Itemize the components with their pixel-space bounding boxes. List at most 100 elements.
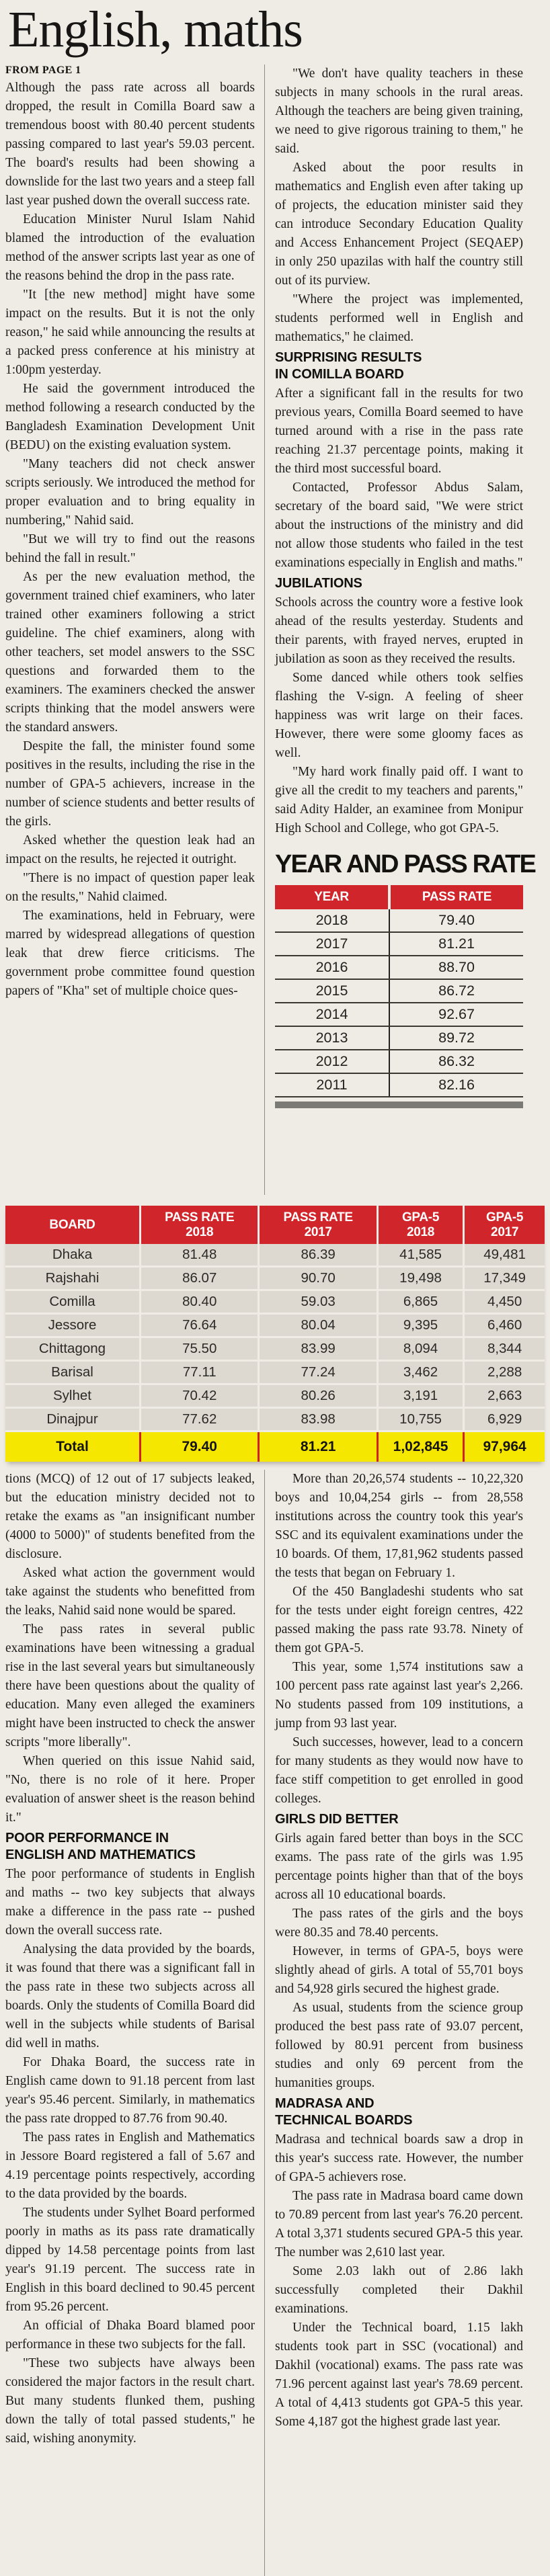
table-cell: 82.16 [389,1073,523,1097]
paragraph: "Many teachers did not check answer scri… [5,456,255,528]
table-row: Rajshahi 86.07 90.70 19,498 17,349 [5,1266,545,1291]
paragraph: Education Minister Nurul Islam Nahid bla… [5,212,255,283]
table-cell: 76.64 [139,1313,259,1338]
table-row: YEAR PASS RATE [275,884,523,909]
board-results-block: BOARD PASS RATE 2018 PASS RATE 2017 GPA-5 2… [5,1205,545,1462]
paragraph: The pass rate in Madrasa board came down… [275,2188,523,2259]
table-cell: 59.03 [258,1290,378,1315]
table-cell: PASS RATE 2018 [139,1205,259,1244]
table-cell: 8,094 [376,1337,464,1362]
table-cell: 80.26 [258,1384,378,1409]
table-cell: 81.21 [258,1431,378,1462]
table-cell: 2,288 [463,1360,545,1385]
table-cell: Total [5,1431,141,1462]
table-cell: 81.21 [389,931,523,956]
table-cell: 86.07 [139,1266,259,1291]
table-cell: 77.11 [139,1360,259,1385]
table-row: 2016 88.70 [275,955,523,980]
board-results-table: BOARD PASS RATE 2018 PASS RATE 2017 GPA-5 2… [5,1205,545,1462]
paragraph: The students under Sylhet Board performe… [5,2205,255,2314]
table-row: Sylhet 70.42 80.26 3,191 2,663 [5,1384,545,1409]
table-cell: 83.98 [258,1407,378,1432]
paragraph-list: More than 20,26,574 students -- 10,22,32… [275,1470,523,2432]
table-cell: 3,462 [376,1360,464,1385]
table-cell: Barisal [5,1360,141,1385]
table-cell: 70.42 [139,1384,259,1409]
paragraph: Despite the fall, the minister found som… [5,739,255,829]
table-row: 2013 89.72 [275,1026,523,1050]
table-row: BOARD PASS RATE 2018 PASS RATE 2017 GPA-5 2… [5,1205,545,1244]
paragraph: For Dhaka Board, the success rate in Eng… [5,2054,255,2126]
paragraph: "But we will try to find out the reasons… [5,532,255,565]
table-cell: 10,755 [376,1407,464,1432]
article-column-right: More than 20,26,574 students -- 10,22,32… [264,1469,523,2576]
paragraph: However, in terms of GPA-5, boys were sl… [275,1944,523,1996]
paragraph: Although the pass rate across all boards… [5,80,255,208]
section-heading: JUBILATIONS [275,575,362,591]
paragraph: The examinations, held in February, were… [5,908,255,998]
table-row: 2012 86.32 [275,1049,523,1074]
paragraph: As per the new evaluation method, the go… [5,569,255,735]
paragraph: "These two subjects have always been con… [5,2356,255,2446]
table-cell: Chittagong [5,1337,141,1362]
table-cell: 2018 [275,909,391,933]
paragraph: This year, some 1,574 institutions saw a… [275,1659,523,1731]
paragraph: Girls again fared better than boys in th… [275,1831,523,1902]
table-row: Total 79.40 81.21 1,02,845 97,964 [5,1431,545,1462]
paragraph-list: Although the pass rate across all boards… [5,79,255,1001]
table-cell: 89.72 [389,1026,523,1050]
table-cell: 92.67 [389,1002,523,1027]
section-heading: GIRLS DID BETTER [275,1811,399,1827]
year-pass-rate-table: YEAR PASS RATE 2018 79.40 2017 81.21 2016 88.7… [275,884,523,1097]
table-cell: 3,191 [376,1384,464,1409]
paragraph: "My hard work finally paid off. I want t… [275,764,523,835]
article-section-bottom: tions (MCQ) of 12 out of 17 subjects lea… [5,1469,545,2576]
table-cell: 86.72 [389,979,523,1003]
table-cell: Jessore [5,1313,141,1338]
table-cell: 77.62 [139,1407,259,1432]
table-cell: 80.40 [139,1290,259,1315]
table-cell: GPA-5 2018 [376,1205,464,1244]
board-table-body: Dhaka 81.48 86.39 41,585 49,481 Rajshahi 86.07… [5,1243,545,1432]
table-cell: 2,663 [463,1384,545,1409]
paragraph: Under the Technical board, 1.15 lakh stu… [275,2320,523,2429]
table-cell: 4,450 [463,1290,545,1315]
paragraph: tions (MCQ) of 12 out of 17 subjects lea… [5,1471,255,1561]
table-cell: 86.39 [258,1243,378,1268]
article-column-left: tions (MCQ) of 12 out of 17 subjects lea… [5,1470,264,2576]
table-row: 2018 79.40 [275,909,523,933]
paragraph: Some 2.03 lakh out of 2.86 lakh successf… [275,2263,523,2316]
paragraph: Asked about the poor results in mathemat… [275,160,523,288]
table-cell: PASS RATE [389,884,523,909]
table-cell: 2013 [275,1026,391,1050]
table-row: 2014 92.67 [275,1002,523,1027]
table-cell: 97,964 [463,1431,545,1462]
table-cell: 83.99 [258,1337,378,1362]
table-row: Jessore 76.64 80.04 9,395 6,460 [5,1313,545,1338]
from-page-label: FROM PAGE 1 [5,64,81,76]
table-cell: 88.70 [389,955,523,980]
table-cell: Sylhet [5,1384,141,1409]
section-heading: SURPRISING RESULTS IN COMILLA BOARD [275,349,422,382]
paragraph: More than 20,26,574 students -- 10,22,32… [275,1471,523,1580]
table-cell: GPA-5 2017 [463,1205,545,1244]
paragraph: He said the government introduced the me… [5,381,255,452]
board-table-total-row: Total 79.40 81.21 1,02,845 97,964 [5,1431,545,1462]
table-cell: 80.04 [258,1313,378,1338]
paragraph: Some danced while others took selfies fl… [275,670,523,760]
table-cell: 86.32 [389,1049,523,1074]
paragraph: The pass rates of the girls and the boys… [275,1906,523,1940]
table-cell: 49,481 [463,1243,545,1268]
year-table-body: 2018 79.40 2017 81.21 2016 88.70 2015 86.72 2014… [275,909,523,1097]
table-cell: Comilla [5,1290,141,1315]
paragraph: Contacted, Professor Abdus Salam, secret… [275,480,523,570]
paragraph: Madrasa and technical boards saw a drop … [275,2132,523,2184]
paragraph: When queried on this issue Nahid said, "… [5,1753,255,1825]
section-heading: POOR PERFORMANCE IN ENGLISH AND MATHEMAT… [5,1830,196,1862]
paragraph: Analysing the data provided by the board… [5,1942,255,2050]
table-cell: 79.40 [139,1431,259,1462]
table-cell: 90.70 [258,1266,378,1291]
paragraph: Of the 450 Bangladeshi students who sat … [275,1584,523,1655]
table-cell: 2014 [275,1002,391,1027]
